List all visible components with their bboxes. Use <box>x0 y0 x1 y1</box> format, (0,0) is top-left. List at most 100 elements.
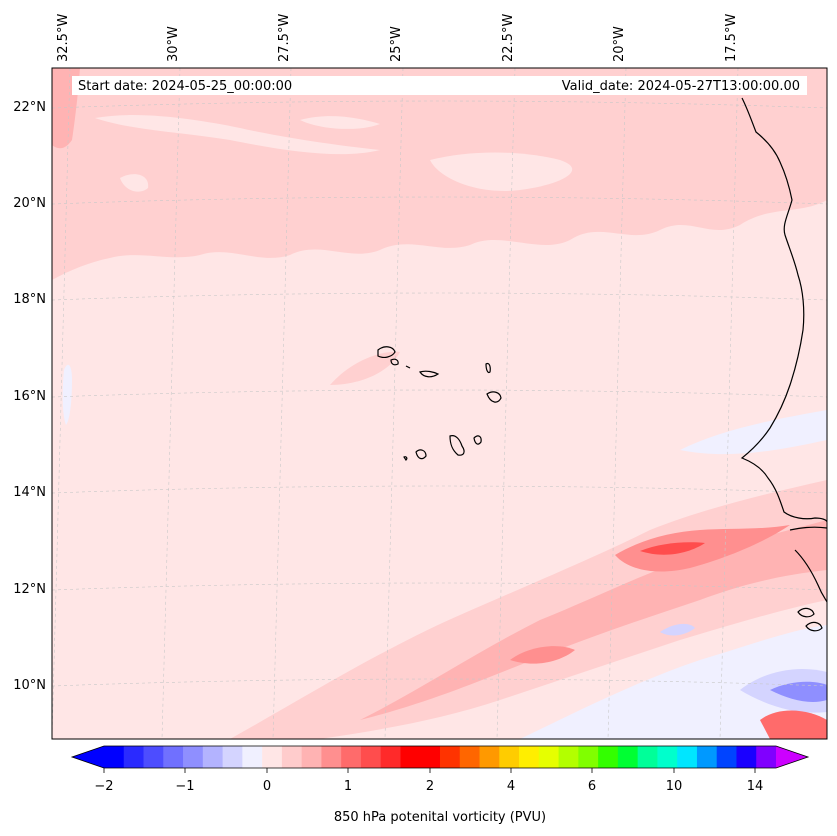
pv-contour-field <box>52 68 827 739</box>
parallel-line <box>52 292 827 301</box>
cabo-verde-santa-luzia <box>405 365 411 369</box>
colorbar-segment <box>420 746 441 768</box>
parallel-line <box>52 678 827 687</box>
pv-contour-se-positive <box>760 710 827 739</box>
start-date-label: Start date: 2024-05-25_00:00:00 <box>78 79 292 94</box>
latitude-label: 22°N <box>13 100 46 115</box>
gambia-coast <box>789 526 827 531</box>
longitude-label: 30°W <box>166 26 181 62</box>
coastlines <box>377 97 827 632</box>
latitude-label: 12°N <box>13 582 46 597</box>
colorbar-tick-label: 14 <box>747 779 764 794</box>
cabo-verde-sao-nicolau <box>419 370 440 378</box>
colorbar-segment <box>736 746 757 768</box>
colorbar-segment <box>756 746 777 768</box>
longitude-label: 32.5°W <box>56 14 71 62</box>
colorbar-segment <box>123 746 144 768</box>
latitude-labels: 22°N 20°N 18°N 16°N 14°N 12°N 10°N <box>13 100 46 693</box>
cabo-verde-sal <box>485 362 491 374</box>
colorbar-segment <box>222 746 243 768</box>
pv-contour-north-light-1 <box>95 115 380 155</box>
longitude-label: 25°W <box>389 26 404 62</box>
colorbar-segment <box>400 746 421 768</box>
colorbar-segment <box>696 746 718 768</box>
latitude-label: 18°N <box>13 292 46 307</box>
longitude-labels: 32.5°W 30°W 27.5°W 25°W 22.5°W 20°W 17.5°W <box>56 14 739 62</box>
colorbar-segment <box>558 746 579 768</box>
colorbar-segment <box>479 746 500 768</box>
colorbar-tick-label: −1 <box>175 779 194 794</box>
pv-contour-coast-light <box>680 410 827 455</box>
colorbar-tick-label: 1 <box>344 779 352 794</box>
colorbar-segment <box>657 746 678 768</box>
meridian-line <box>161 68 181 739</box>
pv-contour-north-light-2 <box>430 152 573 191</box>
pv-contour-se-negative <box>520 625 827 739</box>
cabo-verde-maio <box>473 435 482 445</box>
colorbar-segment <box>242 746 263 768</box>
colorbar-segment <box>380 746 401 768</box>
colorbar-label: 850 hPa potenital vorticity (PVU) <box>334 810 546 825</box>
pv-contour-ridge-south-blob <box>510 646 575 664</box>
colorbar-segment <box>104 746 125 768</box>
colorbar-tick-label: 10 <box>666 779 683 794</box>
pv-contour-se-negative-4 <box>660 623 695 636</box>
parallel-line <box>52 389 827 398</box>
longitude-label: 17.5°W <box>724 14 739 62</box>
colorbar-tick-label: 2 <box>426 779 434 794</box>
pv-contour-ridge-core <box>640 542 705 555</box>
colorbar-tick-label: 4 <box>507 779 515 794</box>
valid-date-label: Valid_date: 2024-05-27T13:00:00.00 <box>562 79 800 94</box>
colorbar-segment <box>360 746 382 768</box>
latitude-label: 14°N <box>13 485 46 500</box>
pv-contour-island-patch <box>330 351 400 385</box>
cabo-verde-boa-vista <box>486 391 502 403</box>
parallel-line <box>52 100 827 109</box>
colorbar-segment <box>617 746 639 768</box>
pv-contour-ridge-inner <box>615 525 790 572</box>
colorbar: −2 −1 0 1 2 4 6 10 14 850 hPa potenital vorticit… <box>70 745 810 825</box>
cabo-verde-santo-antao <box>377 346 396 358</box>
parallel-line <box>52 485 827 494</box>
africa-coastline <box>740 97 827 523</box>
colorbar-segment <box>301 746 322 768</box>
colorbar-segment <box>598 746 619 768</box>
colorbar-over-arrow <box>776 746 808 768</box>
coastal-island-1 <box>797 607 815 618</box>
longitude-label: 27.5°W <box>277 14 292 62</box>
colorbar-segment <box>519 746 540 768</box>
colorbar-segment <box>202 746 223 768</box>
colorbar-segment <box>183 746 204 768</box>
colorbar-segment <box>321 746 342 768</box>
pv-contour-north-band <box>52 68 827 280</box>
colorbar-segment <box>262 746 283 768</box>
meridian-line <box>384 68 404 739</box>
colorbar-tick-label: 0 <box>263 779 271 794</box>
cabo-verde-sao-vicente <box>390 358 399 366</box>
colorbar-segment <box>163 746 184 768</box>
parallel-line <box>52 582 827 591</box>
colorbar-segments <box>104 746 777 768</box>
colorbar-segment <box>459 746 480 768</box>
meridian-line <box>719 68 739 739</box>
colorbar-segment <box>637 746 658 768</box>
colorbar-segment <box>281 746 303 768</box>
colorbar-segment <box>143 746 164 768</box>
cabo-verde-brava <box>403 456 408 461</box>
latitude-label: 16°N <box>13 389 46 404</box>
cabo-verde-santiago <box>449 435 465 456</box>
latitude-label: 10°N <box>13 678 46 693</box>
colorbar-segment <box>499 746 520 768</box>
pv-contour-north-light-4 <box>120 174 149 192</box>
map-panel: Start date: 2024-05-25_00:00:00 Valid_da… <box>13 14 828 740</box>
map-frame <box>51 67 828 740</box>
meridian-line <box>52 68 71 739</box>
latitude-label: 20°N <box>13 196 46 211</box>
pv-contour-west-strip <box>62 364 72 425</box>
colorbar-tick-label: −2 <box>94 779 113 794</box>
colorbar-segment <box>677 746 698 768</box>
parallel-line <box>52 196 827 205</box>
meridian-line <box>272 68 292 739</box>
longitude-label: 20°W <box>612 26 627 62</box>
pv-contour-se-negative-3 <box>770 681 827 702</box>
